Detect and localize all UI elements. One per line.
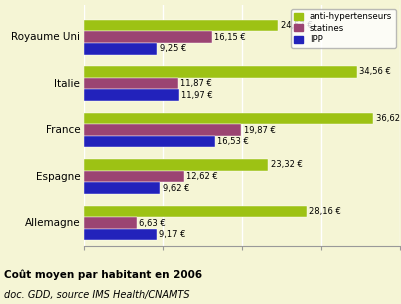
Bar [84,78,178,89]
Bar [84,182,160,194]
Text: 9,17 €: 9,17 € [159,230,185,239]
Text: 11,97 €: 11,97 € [181,91,213,100]
Bar [84,229,156,240]
Bar [84,206,306,217]
Bar [84,20,277,31]
Text: 24,57 €: 24,57 € [280,21,312,30]
Bar [84,112,373,124]
Bar [84,43,157,54]
Text: 6,63 €: 6,63 € [139,219,166,227]
Bar [84,31,211,43]
Text: 9,25 €: 9,25 € [159,44,186,53]
Text: 34,56 €: 34,56 € [358,67,390,76]
Bar [84,66,356,78]
Text: 11,87 €: 11,87 € [180,79,212,88]
Text: 12,62 €: 12,62 € [186,172,218,181]
Text: 19,87 €: 19,87 € [243,126,275,135]
Text: doc. GDD, source IMS Health/CNAMTS: doc. GDD, source IMS Health/CNAMTS [4,290,189,300]
Text: 16,53 €: 16,53 € [217,137,249,146]
Text: 23,32 €: 23,32 € [270,161,302,169]
Bar [84,89,178,101]
Bar [84,124,241,136]
Text: 28,16 €: 28,16 € [308,207,340,216]
Bar [84,217,136,229]
Bar [84,159,268,171]
Bar [84,171,184,182]
Text: 36,62 €: 36,62 € [375,114,401,123]
Text: 16,15 €: 16,15 € [214,33,245,42]
Legend: anti-hypertenseurs, statines, IPP: anti-hypertenseurs, statines, IPP [290,9,395,48]
Text: 9,62 €: 9,62 € [162,184,189,193]
Text: Coût moyen par habitant en 2006: Coût moyen par habitant en 2006 [4,269,202,280]
Bar [84,136,214,147]
